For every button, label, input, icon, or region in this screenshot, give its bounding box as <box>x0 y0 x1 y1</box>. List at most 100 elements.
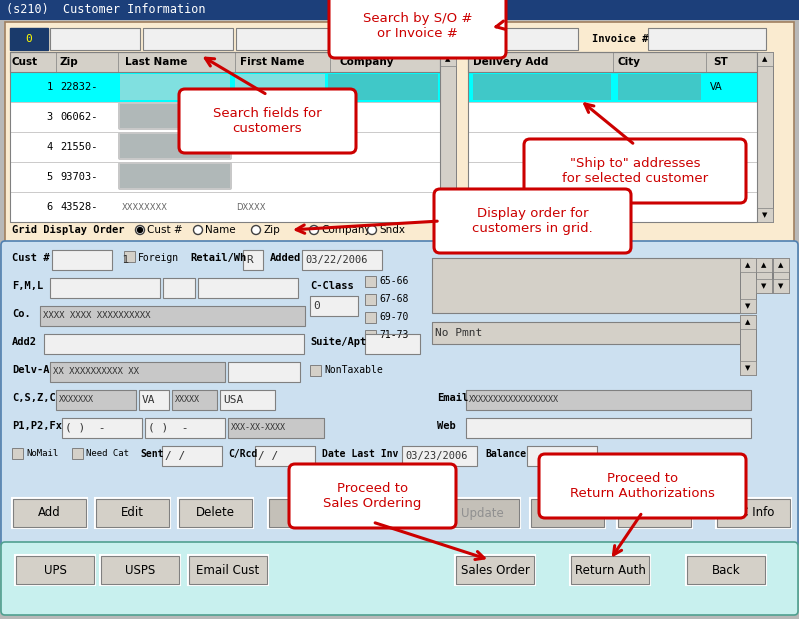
Bar <box>10 72 440 102</box>
Text: CC Info: CC Info <box>733 506 775 519</box>
Text: USA: USA <box>223 395 243 405</box>
Bar <box>228 362 300 382</box>
Text: First Name: First Name <box>240 57 304 67</box>
Text: Sent: Sent <box>140 449 164 459</box>
Bar <box>162 446 222 466</box>
Text: / /: / / <box>165 451 185 461</box>
Text: R: R <box>246 255 252 265</box>
Bar <box>12 498 87 528</box>
Bar <box>56 390 136 410</box>
Bar <box>100 555 180 585</box>
Bar <box>5 22 794 277</box>
Bar <box>40 306 305 326</box>
Text: Invoice #: Invoice # <box>592 34 648 44</box>
Bar <box>402 446 477 466</box>
Text: Add2: Add2 <box>12 337 37 347</box>
Text: NoMail: NoMail <box>26 449 58 459</box>
Bar <box>302 250 382 270</box>
Text: Sales Order: Sales Order <box>460 563 530 576</box>
Bar <box>527 446 597 466</box>
Bar <box>455 555 535 585</box>
Text: 22832-: 22832- <box>60 82 97 92</box>
Bar <box>473 74 611 100</box>
Bar <box>365 276 376 287</box>
FancyBboxPatch shape <box>1 241 798 547</box>
Text: ▼: ▼ <box>761 283 767 289</box>
Text: ▼: ▼ <box>745 303 751 309</box>
Text: XX XXXXXXXXXX XX: XX XXXXXXXXXX XX <box>53 368 139 376</box>
Text: ▼: ▼ <box>778 283 784 289</box>
FancyBboxPatch shape <box>329 0 506 58</box>
Bar <box>365 312 376 323</box>
Text: Edit: Edit <box>121 506 144 519</box>
Text: No Pmnt: No Pmnt <box>435 328 483 338</box>
Text: ▲: ▲ <box>761 262 767 268</box>
Bar <box>717 499 790 527</box>
Bar <box>10 102 440 132</box>
Text: XXXX XXXX XXXXXXXXXX: XXXX XXXX XXXXXXXXXX <box>43 311 150 321</box>
Bar <box>163 278 195 298</box>
Bar <box>269 499 342 527</box>
Text: P1,P2,Fx: P1,P2,Fx <box>12 421 62 431</box>
Bar <box>740 299 756 313</box>
Bar <box>716 498 791 528</box>
Text: 71-73: 71-73 <box>379 330 408 340</box>
Bar <box>255 446 315 466</box>
Text: ▲: ▲ <box>445 56 451 62</box>
Bar <box>740 258 756 313</box>
Bar <box>10 162 440 192</box>
Bar <box>757 52 773 222</box>
Bar <box>445 498 520 528</box>
Text: Delivery Add: Delivery Add <box>473 57 548 67</box>
Text: F,M,L: F,M,L <box>12 281 43 291</box>
Bar <box>10 52 440 72</box>
Bar <box>16 556 94 584</box>
Bar <box>356 499 429 527</box>
Text: Return Auth: Return Auth <box>574 563 646 576</box>
Bar <box>310 365 321 376</box>
Text: Foreign: Foreign <box>138 253 179 263</box>
Bar <box>757 52 773 66</box>
Text: Balance: Balance <box>485 449 526 459</box>
Bar <box>365 330 376 341</box>
Text: 03/22/2006: 03/22/2006 <box>305 255 368 265</box>
Bar <box>466 418 751 438</box>
Bar <box>178 498 253 528</box>
Text: Delv-A: Delv-A <box>12 365 50 375</box>
Bar <box>268 498 343 528</box>
Text: ▲: ▲ <box>762 56 768 62</box>
Text: Retail/Wh: Retail/Wh <box>190 253 246 263</box>
Bar <box>143 28 233 50</box>
Text: DXXXX: DXXXX <box>236 202 265 212</box>
Bar <box>687 556 765 584</box>
Text: Cust: Cust <box>12 57 38 67</box>
Text: C-Class: C-Class <box>310 281 354 291</box>
Bar <box>235 74 325 100</box>
Bar <box>432 322 752 344</box>
Bar <box>468 162 757 192</box>
FancyBboxPatch shape <box>289 464 456 528</box>
FancyBboxPatch shape <box>118 102 232 130</box>
Text: S/O#: S/O# <box>455 34 480 44</box>
Bar <box>756 258 772 272</box>
Bar <box>740 361 756 375</box>
Bar <box>648 28 766 50</box>
Text: 0: 0 <box>313 301 320 311</box>
Bar <box>757 208 773 222</box>
Text: Display order for
customers in grid.: Display order for customers in grid. <box>472 207 593 235</box>
Text: 1: 1 <box>47 82 53 92</box>
Bar <box>50 278 160 298</box>
Text: ▲: ▲ <box>745 319 751 325</box>
Bar <box>10 28 48 50</box>
Bar <box>432 258 752 313</box>
Text: 65-66: 65-66 <box>379 276 408 286</box>
Bar <box>62 418 142 438</box>
Text: XXXXXXXX: XXXXXXXX <box>122 202 168 212</box>
Text: C/Rcd: C/Rcd <box>228 449 257 459</box>
Bar <box>468 132 757 162</box>
Text: 67-68: 67-68 <box>379 294 408 304</box>
Bar <box>618 499 691 527</box>
Text: 4: 4 <box>47 142 53 152</box>
Bar <box>101 556 179 584</box>
Bar <box>740 258 756 272</box>
